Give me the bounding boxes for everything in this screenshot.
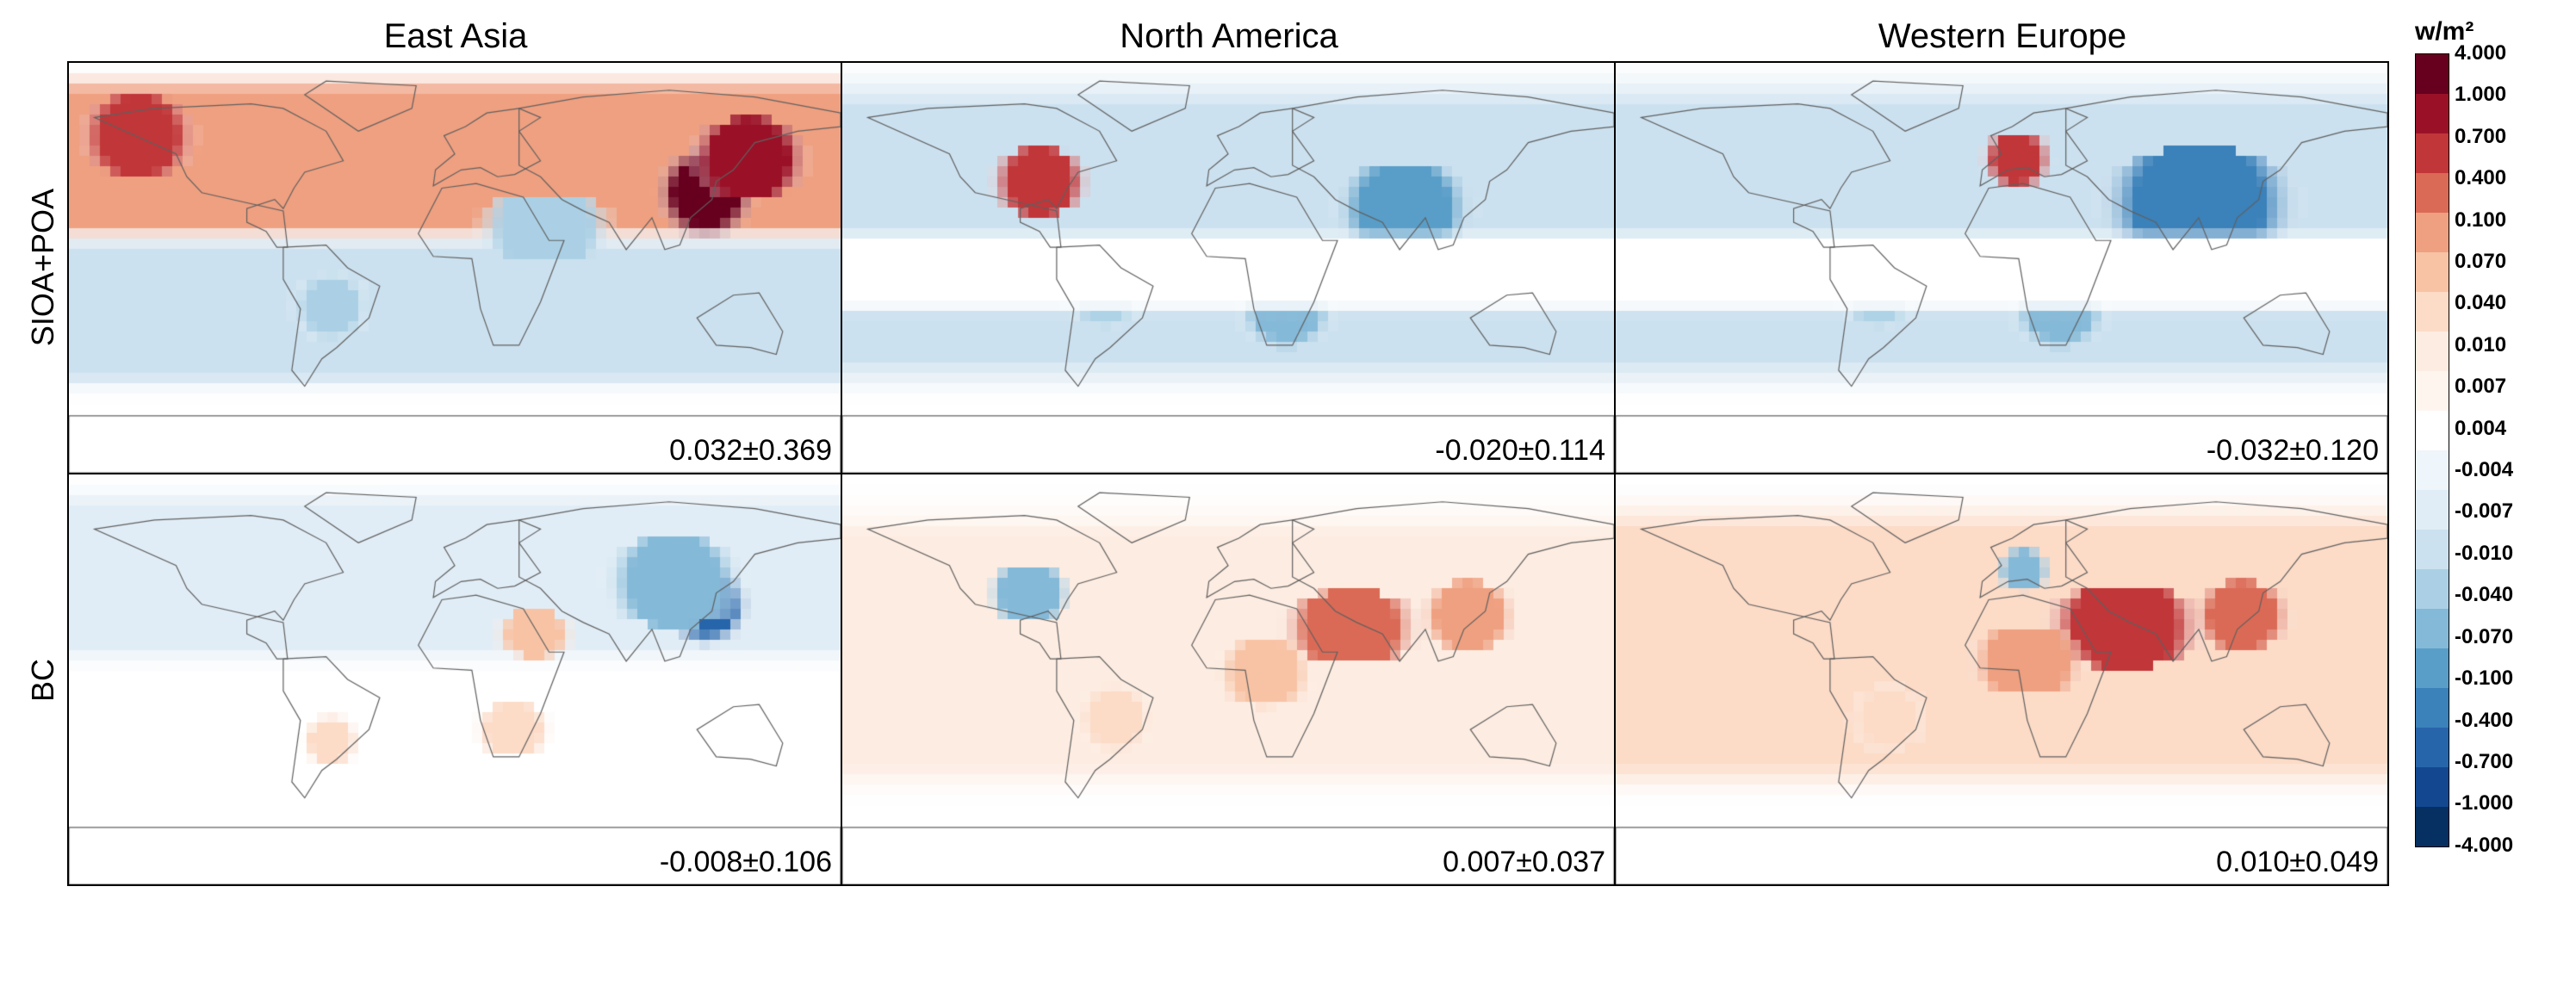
stat-label: -0.032±0.120 bbox=[2207, 434, 2379, 468]
stat-label: 0.032±0.369 bbox=[669, 434, 832, 468]
legend-swatch bbox=[2416, 332, 2449, 371]
legend-bar: 4.0001.0000.7000.4000.1000.0700.0400.010… bbox=[2415, 53, 2455, 847]
stat-label: -0.020±0.114 bbox=[1435, 434, 1605, 468]
legend-swatch bbox=[2416, 609, 2449, 648]
col-title-1: North America bbox=[842, 17, 1616, 61]
legend-swatch bbox=[2416, 54, 2449, 94]
legend-swatch bbox=[2416, 728, 2449, 767]
rows: SIOA+POA 0.032±0.369 -0.020±0.114 -0.032… bbox=[17, 61, 2389, 886]
stat-label: -0.008±0.106 bbox=[660, 846, 832, 879]
row-label-1: BC bbox=[17, 474, 69, 886]
legend-swatch bbox=[2416, 490, 2449, 530]
legend-swatch bbox=[2416, 371, 2449, 411]
legend-swatch bbox=[2416, 530, 2449, 569]
legend-swatch bbox=[2416, 569, 2449, 609]
column-titles: East Asia North America Western Europe bbox=[69, 17, 2389, 61]
legend-swatch bbox=[2416, 292, 2449, 332]
map-canvas bbox=[69, 63, 841, 473]
map-canvas bbox=[842, 63, 1614, 473]
stat-label: 0.007±0.037 bbox=[1443, 846, 1605, 879]
map-canvas bbox=[842, 474, 1614, 884]
panel-0-2: -0.032±0.120 bbox=[1614, 61, 2389, 474]
figure: East Asia North America Western Europe S… bbox=[17, 17, 2559, 886]
panel-1-0: -0.008±0.106 bbox=[67, 473, 842, 886]
panel-0-1: -0.020±0.114 bbox=[841, 61, 1616, 474]
legend-swatch bbox=[2416, 173, 2449, 213]
legend-swatch bbox=[2416, 213, 2449, 252]
legend-swatch bbox=[2416, 807, 2449, 846]
col-title-2: Western Europe bbox=[1616, 17, 2389, 61]
panel-0-0: 0.032±0.369 bbox=[67, 61, 842, 474]
row-label-0: SIOA+POA bbox=[17, 61, 69, 474]
colorbar-legend: w/m² 4.0001.0000.7000.4000.1000.0700.040… bbox=[2415, 17, 2474, 847]
panel-1-1: 0.007±0.037 bbox=[841, 473, 1616, 886]
legend-swatch bbox=[2416, 411, 2449, 450]
legend-swatch bbox=[2416, 450, 2449, 490]
legend-swatch bbox=[2416, 648, 2449, 688]
legend-swatch bbox=[2416, 688, 2449, 728]
legend-swatches bbox=[2415, 53, 2449, 847]
panel-1-2: 0.010±0.049 bbox=[1614, 473, 2389, 886]
map-canvas bbox=[1616, 63, 2387, 473]
map-canvas bbox=[1616, 474, 2387, 884]
legend-swatch bbox=[2416, 133, 2449, 173]
row-0: SIOA+POA 0.032±0.369 -0.020±0.114 -0.032… bbox=[17, 61, 2389, 474]
row-1: BC -0.008±0.106 0.007±0.037 0.010±0.049 bbox=[17, 474, 2389, 886]
legend-swatch bbox=[2416, 252, 2449, 292]
legend-swatch bbox=[2416, 767, 2449, 807]
stat-label: 0.010±0.049 bbox=[2216, 846, 2379, 879]
col-title-0: East Asia bbox=[69, 17, 842, 61]
legend-swatch bbox=[2416, 94, 2449, 133]
map-canvas bbox=[69, 474, 841, 884]
map-grid: East Asia North America Western Europe S… bbox=[17, 17, 2389, 886]
